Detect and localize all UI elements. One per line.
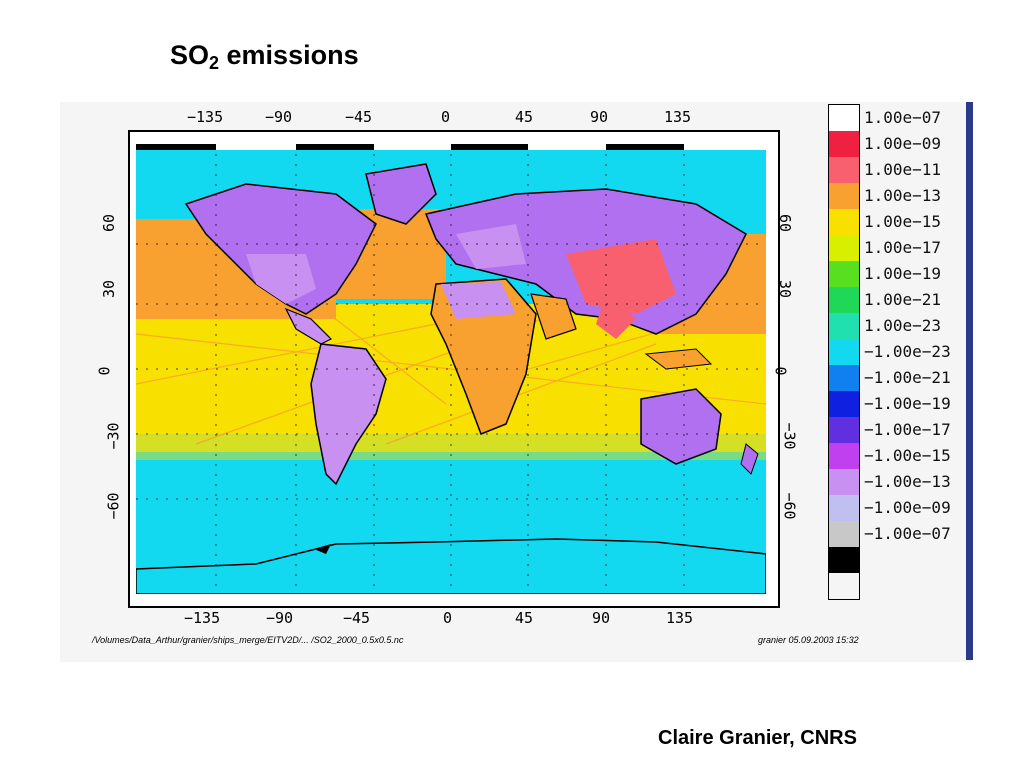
x-tick-top: 90	[590, 108, 609, 126]
colorbar-swatch	[829, 365, 859, 391]
colorbar-label: −1.00e−07	[864, 524, 951, 543]
x-tick-bottom: 135	[666, 609, 694, 627]
colorbar-swatch	[829, 261, 859, 287]
y-tick-right: 30	[776, 279, 795, 299]
colorbar-swatch	[829, 183, 859, 209]
colorbar-label: −1.00e−19	[864, 394, 951, 413]
y-tick-left: −30	[104, 422, 123, 450]
colorbar-label: −1.00e−13	[864, 472, 951, 491]
colorbar-swatch	[829, 443, 859, 469]
author-credit: Claire Granier, CNRS	[658, 727, 857, 749]
y-tick-left: 60	[100, 213, 119, 233]
colorbar-label: 1.00e−23	[864, 316, 942, 335]
x-tick-top: −90	[265, 108, 293, 126]
y-tick-right: −60	[780, 492, 799, 520]
colorbar-swatch	[829, 105, 859, 131]
slide-title: SO2 emissions	[170, 40, 359, 73]
y-tick-right: 60	[776, 213, 795, 233]
colorbar-swatch	[829, 417, 859, 443]
colorbar-swatch	[829, 495, 859, 521]
author-timestamp: granier 05.09.2003 15:32	[758, 635, 859, 645]
colorbar-label: −1.00e−09	[864, 498, 951, 517]
x-tick-top: 45	[515, 108, 534, 126]
x-tick-top: 135	[664, 108, 692, 126]
colorbar-label: 1.00e−21	[864, 290, 942, 309]
colorbar	[828, 104, 860, 600]
colorbar-swatch	[829, 313, 859, 339]
x-tick-top: −45	[345, 108, 373, 126]
x-tick-bottom: −90	[266, 609, 294, 627]
colorbar-label: 1.00e−11	[864, 160, 942, 179]
y-tick-right: 0	[771, 366, 790, 376]
colorbar-label: 1.00e−15	[864, 212, 942, 231]
y-tick-right: −30	[780, 422, 799, 450]
colorbar-swatch	[829, 547, 859, 573]
colorbar-labels: 1.00e−07 1.00e−09 1.00e−11 1.00e−13 1.00e−15…	[864, 108, 968, 598]
x-tick-bottom: −135	[184, 609, 221, 627]
colorbar-swatch	[829, 157, 859, 183]
colorbar-swatch	[829, 287, 859, 313]
figure-panel: −135 −90 −45 0 45 90 135 −135 −90 −45 0 …	[60, 102, 972, 662]
y-tick-left: −60	[104, 492, 123, 520]
x-tick-top: 0	[441, 108, 451, 126]
x-tick-bottom: 90	[592, 609, 611, 627]
colorbar-swatch	[829, 521, 859, 547]
colorbar-label: −1.00e−23	[864, 342, 951, 361]
colorbar-label	[864, 550, 968, 576]
colorbar-label: −1.00e−17	[864, 420, 951, 439]
map-frame	[128, 130, 780, 608]
x-tick-top: −135	[187, 108, 224, 126]
x-tick-bottom: 0	[443, 609, 453, 627]
colorbar-label: −1.00e−21	[864, 368, 951, 387]
y-tick-left: 30	[100, 279, 119, 299]
source-file-path: /Volumes/Data_Arthur/granier/ships_merge…	[92, 635, 404, 645]
x-tick-bottom: −45	[343, 609, 371, 627]
x-tick-bottom: 45	[515, 609, 534, 627]
world-emissions-map	[136, 144, 766, 594]
colorbar-swatch	[829, 469, 859, 495]
colorbar-swatch	[829, 339, 859, 365]
colorbar-label: 1.00e−09	[864, 134, 942, 153]
colorbar-swatch	[829, 209, 859, 235]
colorbar-swatch	[829, 131, 859, 157]
colorbar-label: 1.00e−07	[864, 108, 942, 127]
figure-edge-bar	[966, 102, 973, 660]
colorbar-label: 1.00e−13	[864, 186, 942, 205]
colorbar-label: 1.00e−17	[864, 238, 942, 257]
colorbar-label: −1.00e−15	[864, 446, 951, 465]
colorbar-swatch	[829, 235, 859, 261]
y-tick-left: 0	[95, 366, 114, 376]
colorbar-swatch	[829, 391, 859, 417]
colorbar-label: 1.00e−19	[864, 264, 942, 283]
